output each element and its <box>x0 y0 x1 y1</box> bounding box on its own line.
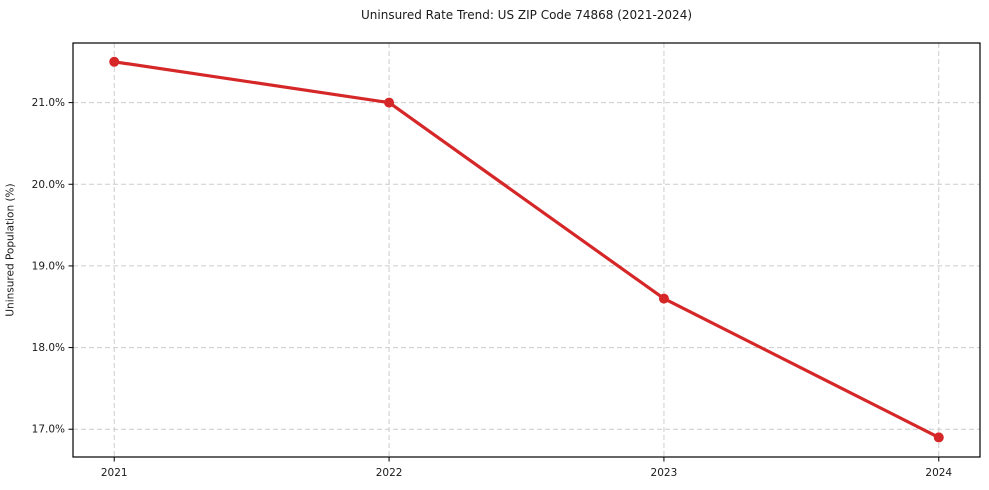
plot-area: 2021 2022 2023 2024 17.0% 18.0% 19.0% 20.0% 21.0… <box>32 42 981 479</box>
trend-line <box>112 60 941 440</box>
data-point-marker <box>933 432 944 443</box>
x-tick-label: 2024 <box>925 467 952 479</box>
y-tick-label: 18.0% <box>32 342 65 354</box>
x-tick-label: 2022 <box>376 467 403 479</box>
chart-title: Uninsured Rate Trend: US ZIP Code 74868 … <box>361 8 692 22</box>
data-point-marker <box>109 56 120 67</box>
x-tick-label: 2023 <box>651 467 678 479</box>
y-tick-label: 17.0% <box>32 424 65 436</box>
y-tick-label: 19.0% <box>32 260 65 272</box>
plot-frame <box>72 42 981 458</box>
y-axis-label: Uninsured Population (%) <box>5 183 17 316</box>
data-point-marker <box>384 97 395 108</box>
x-tick-label: 2021 <box>101 467 128 479</box>
y-tick-label: 21.0% <box>32 97 65 109</box>
data-point-marker <box>658 293 669 304</box>
y-tick-label: 20.0% <box>32 179 65 191</box>
